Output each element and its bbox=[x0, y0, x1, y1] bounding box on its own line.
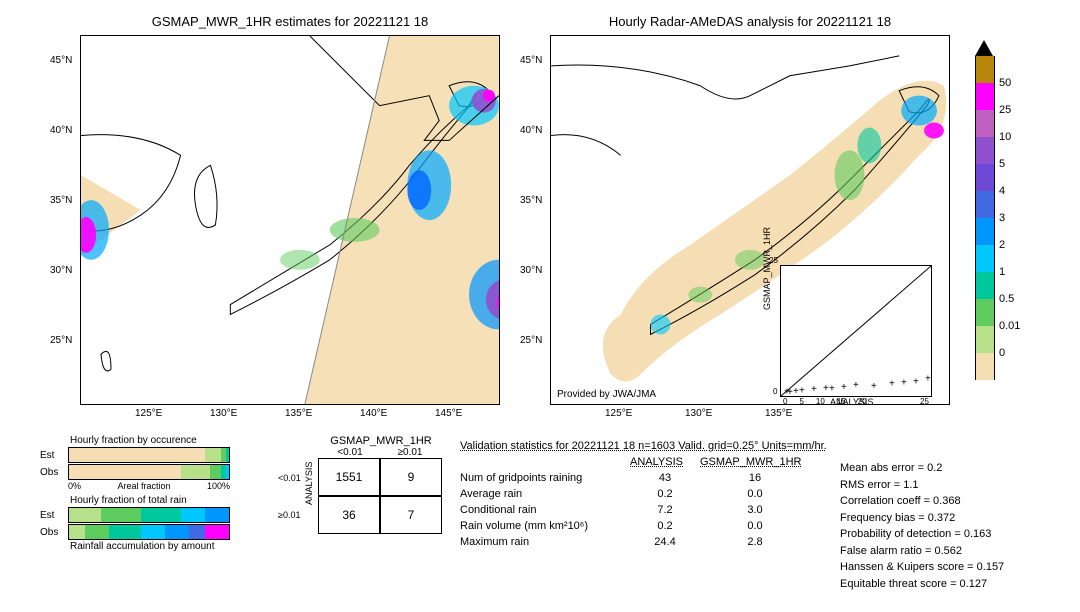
lat-tick: 35°N bbox=[50, 195, 72, 206]
lat-tick-r: 45°N bbox=[520, 55, 542, 66]
stats-table: Validation statistics for 20221121 18 n=… bbox=[460, 440, 1050, 548]
lat-tick-r: 35°N bbox=[520, 195, 542, 206]
svg-text:+: + bbox=[829, 383, 835, 394]
bar-est-tot bbox=[68, 507, 230, 523]
right-map-title: Hourly Radar-AMeDAS analysis for 2022112… bbox=[550, 14, 950, 29]
frac-title2: Hourly fraction of total rain bbox=[70, 495, 250, 506]
bar-obs-tot bbox=[68, 524, 230, 540]
left-map-svg bbox=[81, 36, 499, 404]
inset-ylabel: GSMAP_MWR_1HR bbox=[762, 227, 772, 310]
bottom-panel: Hourly fraction by occurence Est Obs 0%A… bbox=[40, 435, 1060, 605]
lat-tick-r: 25°N bbox=[520, 335, 542, 346]
confusion-matrix: GSMAP_MWR_1HR <0.01 ≥0.01 ANALYSIS 15519… bbox=[300, 435, 442, 534]
frac-title1: Hourly fraction by occurence bbox=[70, 435, 250, 446]
lat-tick: 45°N bbox=[50, 55, 72, 66]
left-map: GCOM-WAMSR2 DMSP-F18SSMIS bbox=[80, 35, 500, 405]
provider-label: Provided by JWA/JMA bbox=[557, 389, 656, 400]
lon-tick-r: 125°E bbox=[605, 408, 632, 419]
colorbar: 502510543210.50.010 bbox=[975, 40, 995, 380]
lat-tick-r: 40°N bbox=[520, 125, 542, 136]
lat-tick: 40°N bbox=[50, 125, 72, 136]
lat-tick: 25°N bbox=[50, 335, 72, 346]
lon-tick-r: 130°E bbox=[685, 408, 712, 419]
lon-tick-r: 135°E bbox=[765, 408, 792, 419]
svg-text:+: + bbox=[925, 373, 931, 384]
svg-text:+: + bbox=[913, 377, 919, 388]
svg-text:+: + bbox=[871, 381, 877, 392]
svg-text:+: + bbox=[901, 378, 907, 389]
svg-text:+: + bbox=[853, 380, 859, 391]
lon-tick: 130°E bbox=[210, 408, 237, 419]
frac-title3: Rainfall accumulation by amount bbox=[70, 541, 250, 552]
lon-tick: 135°E bbox=[285, 408, 312, 419]
lon-tick: 140°E bbox=[360, 408, 387, 419]
bar-est-occ bbox=[68, 447, 230, 463]
svg-text:+: + bbox=[889, 379, 895, 390]
inset-scatter: ++++++++++++++ bbox=[780, 265, 932, 397]
svg-text:+: + bbox=[811, 384, 817, 395]
lat-tick: 30°N bbox=[50, 265, 72, 276]
lon-tick: 125°E bbox=[135, 408, 162, 419]
lon-tick: 145°E bbox=[435, 408, 462, 419]
bar-obs-occ bbox=[68, 464, 230, 480]
svg-text:+: + bbox=[841, 382, 847, 393]
lat-tick-r: 30°N bbox=[520, 265, 542, 276]
svg-text:+: + bbox=[799, 385, 805, 396]
left-map-title: GSMAP_MWR_1HR estimates for 20221121 18 bbox=[80, 14, 500, 29]
